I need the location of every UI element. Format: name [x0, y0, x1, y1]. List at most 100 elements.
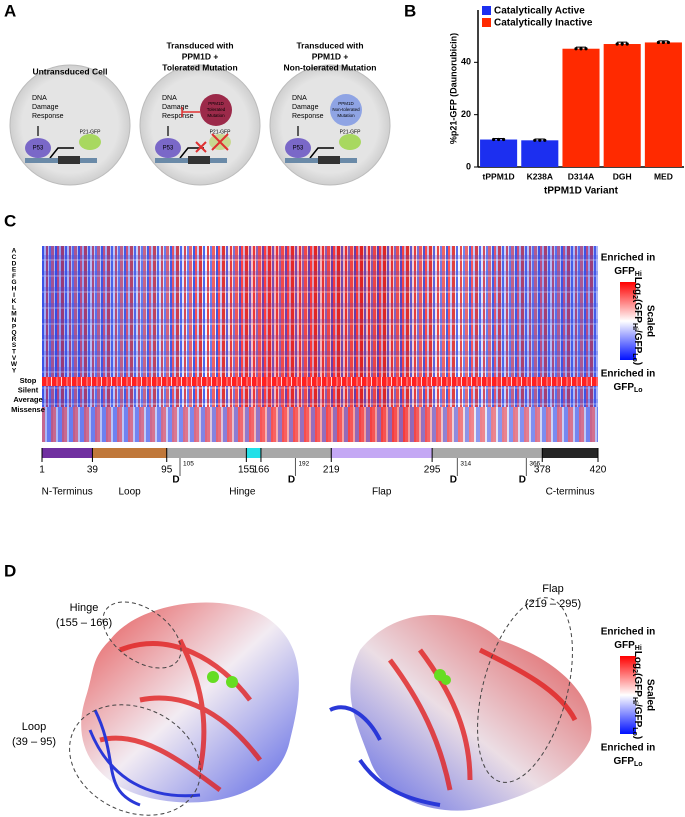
- legend-swatch: [482, 18, 491, 27]
- domain-segment: [166, 448, 247, 458]
- replicate-dot: [497, 137, 501, 142]
- replicate-dot: [533, 138, 537, 142]
- row-label: D: [12, 260, 17, 267]
- domain-segment: [331, 448, 433, 458]
- cell: [139, 64, 261, 186]
- replicate-dot: [502, 137, 506, 142]
- replicate-dot: [615, 42, 619, 46]
- region-range: (155 – 166): [56, 617, 112, 629]
- row-label: Silent: [18, 386, 39, 395]
- response-label: DNA: [292, 95, 307, 102]
- site-label: D: [450, 475, 457, 486]
- cell-title: Untransduced Cell: [32, 66, 107, 76]
- region-name: Flap: [542, 583, 563, 595]
- row-label: Average: [13, 395, 42, 404]
- cell: [269, 64, 391, 186]
- row-label: R: [12, 336, 17, 343]
- formula-sub: Lo: [631, 727, 638, 736]
- x-tick-label: tPPM1D: [483, 171, 515, 181]
- colorbar-title: Scaled: [644, 679, 655, 711]
- response-label: Damage: [32, 104, 59, 111]
- row-label: K: [12, 298, 17, 305]
- formula-part: /GFP: [632, 330, 643, 354]
- heatmap: [42, 246, 598, 442]
- replicate-dot: [492, 137, 496, 142]
- p53-label: P53: [163, 146, 174, 152]
- domain-label: N-Terminus: [42, 487, 93, 498]
- x-tick-label: K238A: [527, 171, 553, 181]
- cell-title: Transduced with: [296, 40, 363, 50]
- position-label: 219: [323, 465, 340, 476]
- formula-sub: 2: [631, 669, 638, 673]
- row-label: Y: [12, 367, 17, 374]
- cell-title: PPM1D +: [312, 51, 349, 61]
- region-name: Loop: [22, 721, 46, 733]
- position-label: 95: [161, 465, 173, 476]
- row-label: P: [12, 323, 17, 330]
- x-tick-label: MED: [654, 171, 673, 181]
- position-label: 1: [39, 465, 45, 476]
- y-tick-label: 0: [466, 161, 471, 171]
- region-outline: [477, 597, 573, 783]
- reporter-gene: [188, 156, 210, 164]
- formula-sub: Lo: [631, 353, 638, 362]
- row-label: M: [11, 311, 16, 318]
- mutant-label: PPM1D: [338, 101, 354, 106]
- cross: [195, 133, 229, 153]
- p53-protein: [285, 138, 311, 158]
- replicate-dot: [538, 138, 542, 142]
- formula-part: Log: [632, 277, 643, 295]
- colorbar-label-part: GFP: [613, 382, 634, 393]
- domain-segment: [246, 448, 261, 458]
- row-label: H: [12, 286, 17, 293]
- p53-protein: [25, 138, 51, 158]
- colorbar-label-sub: Lo: [634, 387, 643, 394]
- colorbar-label: Enriched in: [601, 253, 655, 264]
- row-label: S: [12, 342, 17, 349]
- legend-swatch: [482, 6, 491, 15]
- promoter-arrow: [49, 147, 74, 159]
- ppm1d-protein: [330, 94, 362, 126]
- row-label: Stop: [20, 376, 37, 385]
- panel-label: B: [404, 1, 416, 20]
- mutant-label: PPM1D: [208, 101, 224, 106]
- position-label: 166: [253, 465, 270, 476]
- protein-structure-right: [329, 615, 592, 811]
- row-label: N: [12, 317, 17, 324]
- position-label: 378: [534, 465, 551, 476]
- domain-segment: [542, 448, 598, 458]
- response-label: DNA: [162, 95, 177, 102]
- row-label: I: [13, 292, 15, 299]
- colorbar-label: GFPLo: [613, 382, 642, 394]
- x-axis-title: tPPM1D Variant: [544, 186, 619, 197]
- formula-sub: 2: [631, 295, 638, 299]
- bar: [603, 44, 641, 168]
- replicate-dot: [579, 47, 583, 51]
- response-label: DNA: [32, 95, 47, 102]
- site-position: 192: [298, 461, 309, 468]
- replicate-dot: [574, 47, 578, 51]
- region-range: (219 – 295): [525, 598, 581, 610]
- colorbar-label-sub: Hi: [635, 271, 642, 278]
- row-label: G: [11, 279, 16, 286]
- row-label: L: [12, 304, 16, 311]
- inhibition: [181, 107, 200, 117]
- domain-label: Hinge: [229, 487, 256, 498]
- domain-segment: [42, 448, 93, 458]
- formula-part: /GFP: [632, 704, 643, 728]
- row-label: A: [12, 248, 17, 255]
- row-label: Q: [11, 330, 16, 337]
- colorbar-label-part: GFP: [614, 266, 635, 277]
- p53-label: P53: [293, 146, 304, 152]
- row-label: V: [12, 355, 17, 362]
- site-position: 105: [183, 461, 194, 468]
- formula-sub: Hi: [631, 323, 638, 330]
- p53-protein: [155, 138, 181, 158]
- row-label: T: [12, 349, 16, 356]
- cell-title: Non-tolerated Mutation: [283, 62, 376, 72]
- colorbar: [620, 282, 636, 360]
- colorbar-label: GFPHi: [614, 640, 642, 652]
- response-label: Damage: [292, 104, 319, 111]
- region-outline: [69, 704, 201, 816]
